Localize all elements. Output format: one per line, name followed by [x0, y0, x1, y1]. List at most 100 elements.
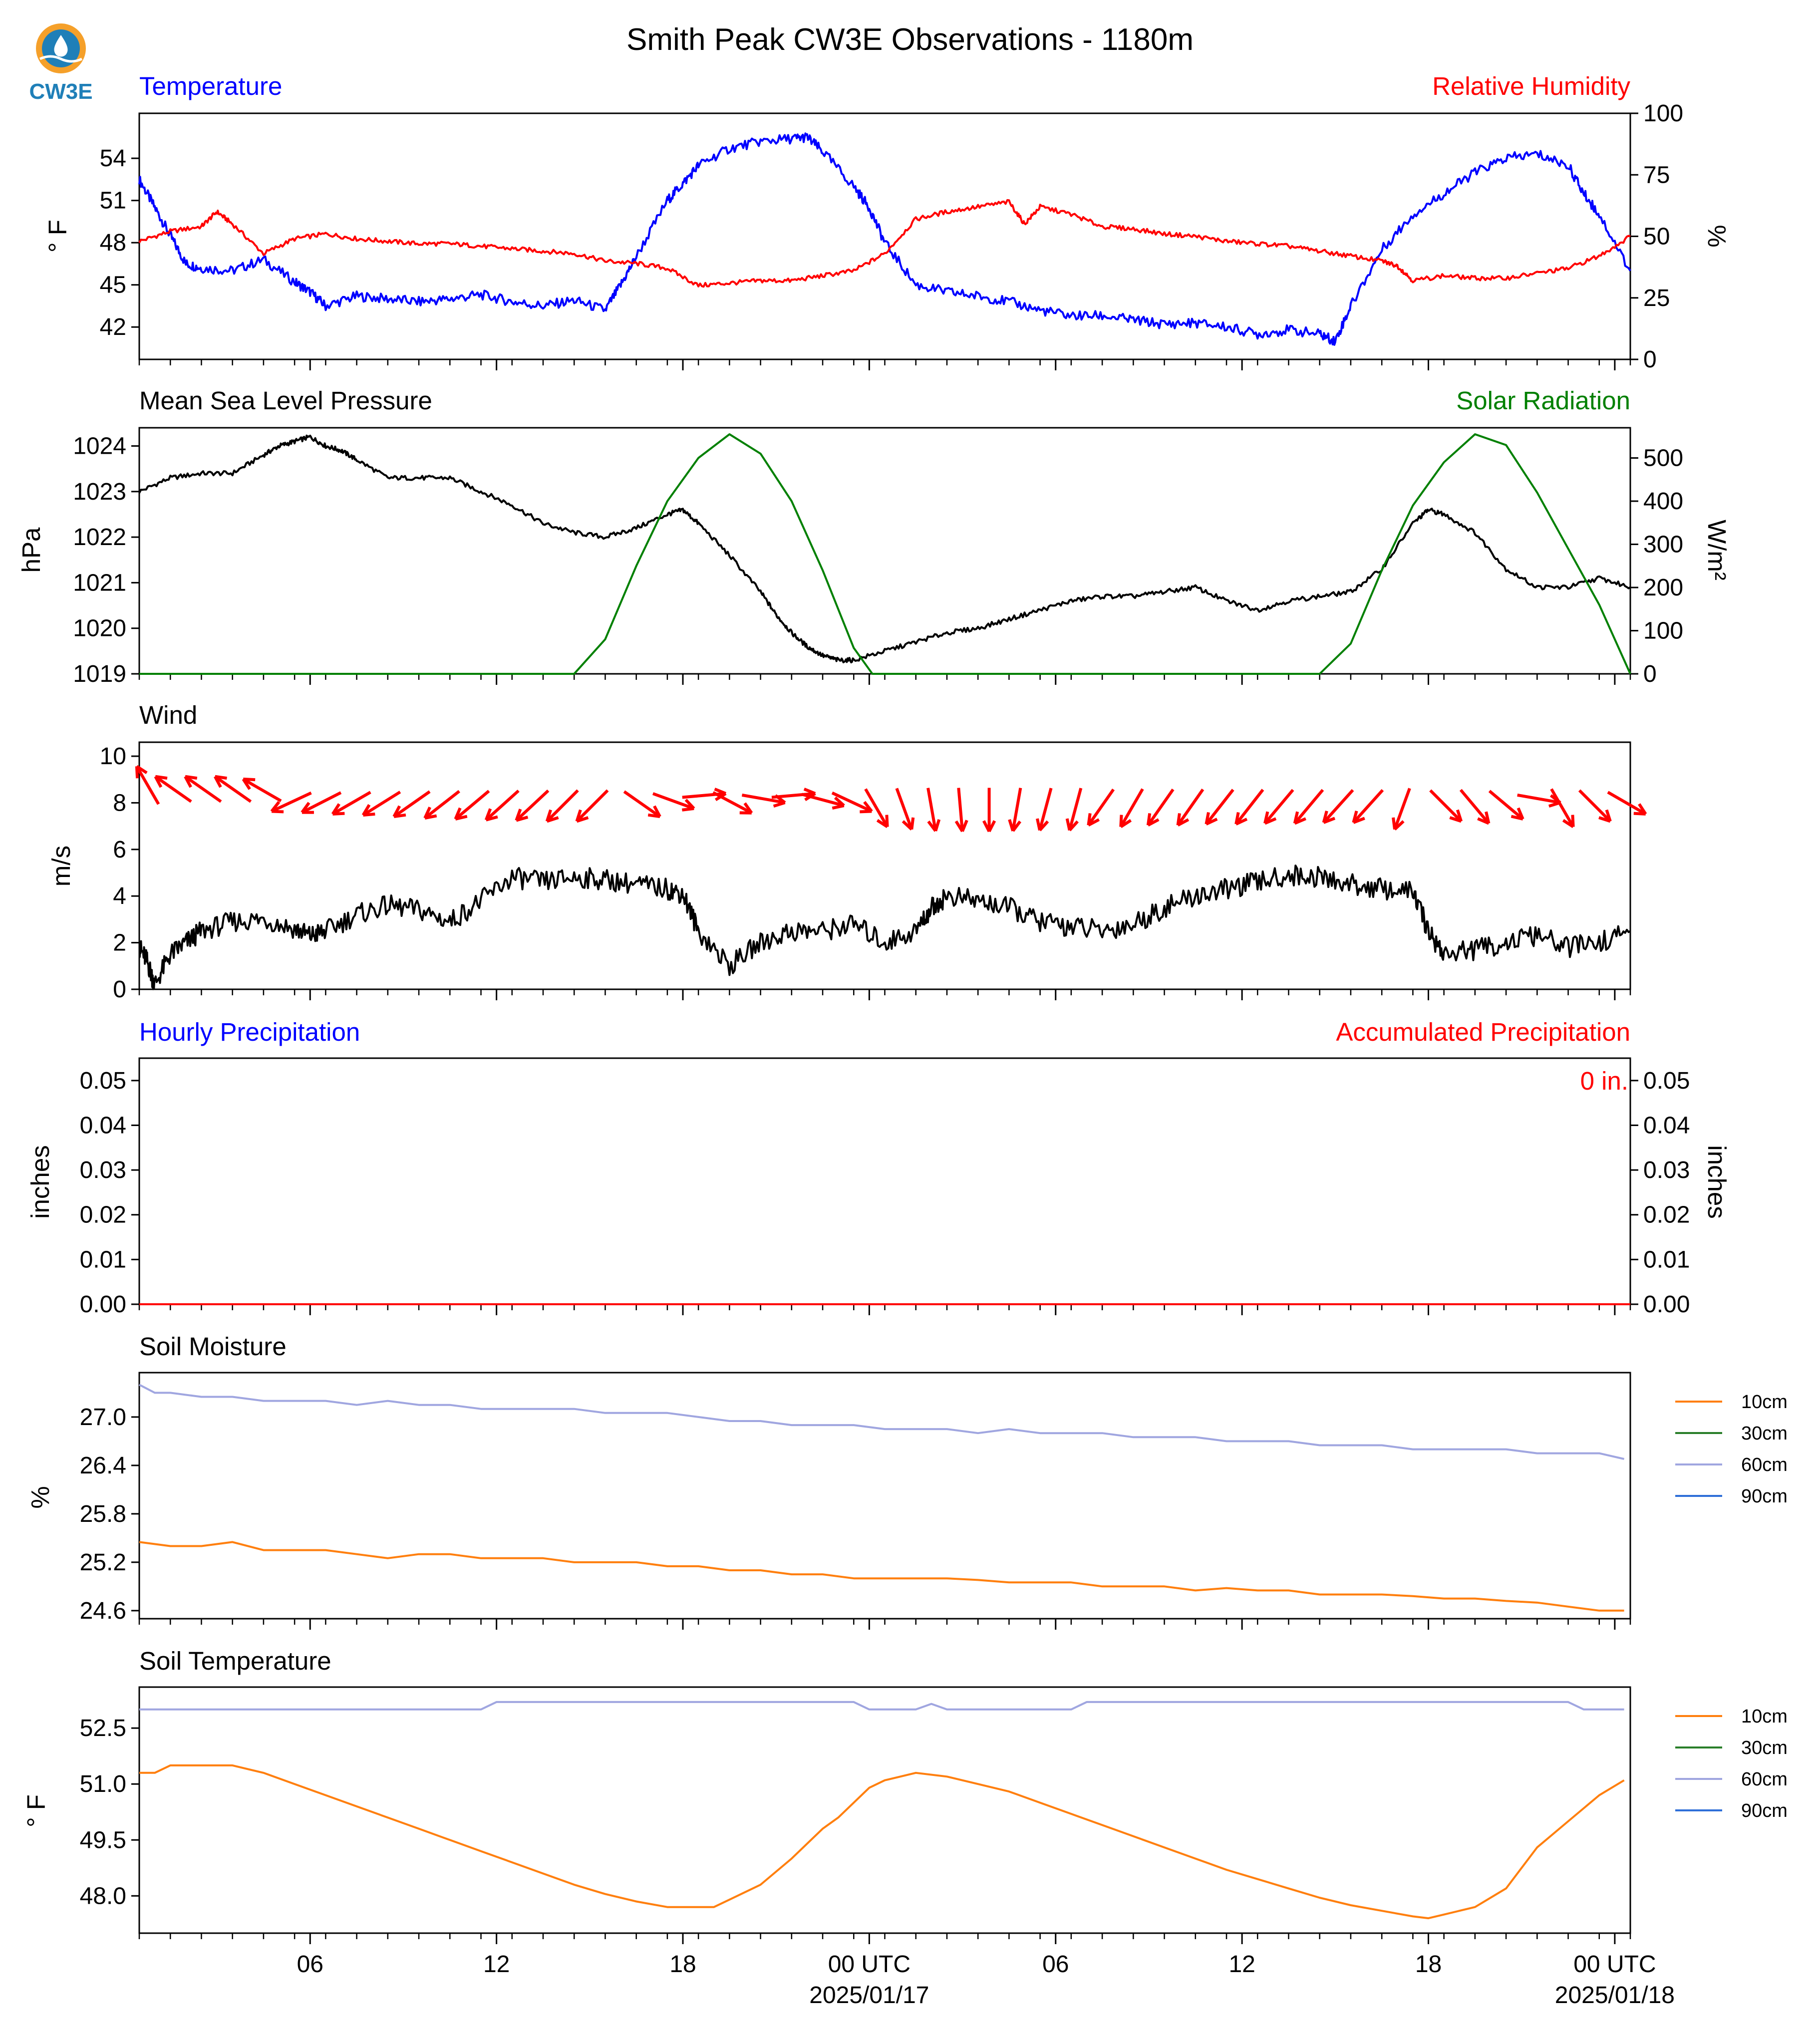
solar-radiation-series-line	[139, 433, 1631, 675]
y-tick-label-left: 4	[113, 883, 126, 909]
wind-arrowhead	[154, 775, 168, 788]
wind-arrow	[362, 791, 401, 817]
x-tick-label: 06	[297, 1951, 323, 1978]
legend-label-90cm: 90cm	[1741, 1486, 1788, 1507]
wind-arrowhead	[1205, 812, 1218, 826]
y-tick-label-left: 0.01	[80, 1246, 126, 1273]
wind-arrowhead	[1562, 815, 1575, 829]
wind-arrowhead	[739, 802, 753, 815]
y-tick-label-left: 0.05	[80, 1068, 126, 1094]
y-tick-label-left: 25.8	[80, 1501, 126, 1527]
logo-text: CW3E	[29, 79, 92, 104]
wind-arrowhead	[1633, 803, 1647, 816]
wind-arrowhead	[184, 775, 198, 788]
x-date-label: 2025/01/18	[1555, 1982, 1675, 2009]
y-tick-label-right: 0.02	[1643, 1202, 1690, 1228]
y-tick-label-left: 2	[113, 930, 126, 956]
x-tick-label: 12	[1228, 1951, 1255, 1978]
x-tick-label: 00 UTC	[1573, 1951, 1656, 1978]
y-tick-label-left: 54	[100, 145, 126, 172]
legend-label-10cm: 10cm	[1741, 1392, 1788, 1413]
wind-arrow	[1177, 788, 1205, 826]
wind-arrow	[301, 791, 342, 814]
legend-label-30cm: 30cm	[1741, 1738, 1788, 1758]
plot-panels: 4245485154025507510010191020102110221023…	[73, 100, 1788, 2009]
wind-arrowhead	[484, 808, 498, 822]
wind-arrowhead	[454, 807, 468, 821]
mean-sea-level-pressure-series-line	[138, 434, 1631, 664]
wind-arrowhead	[982, 820, 996, 833]
wind-arrow	[424, 790, 460, 820]
y-tick-label-right: 0.05	[1643, 1068, 1690, 1094]
wind-arrowhead	[135, 765, 148, 779]
wind-arrow	[184, 775, 222, 803]
wind-arrow	[1488, 790, 1524, 821]
y-tick-label-left: 1019	[73, 661, 126, 687]
logo-wave-icon	[39, 55, 83, 63]
precipitation-panel: 0.00 0.01 0.02 0.03 0.04 0.05 0.00 0.01 0.02 0.03…	[80, 1057, 1690, 1318]
y-tick-label-right: 100	[1643, 618, 1683, 644]
wind-arrow	[712, 791, 753, 815]
wind-arrow	[926, 788, 937, 832]
y-tick-label-left: 1020	[73, 615, 126, 642]
wind-arrow	[864, 788, 889, 828]
wind-arrow	[1550, 788, 1575, 828]
wind-arrow	[1293, 789, 1324, 825]
wind-arrow	[1263, 789, 1294, 825]
wind-arrowhead	[1449, 809, 1463, 823]
precip-ylabel-right: inches	[1703, 1145, 1731, 1218]
wind-arrowhead	[927, 819, 941, 832]
accum-precip-title: Accumulated Precipitation	[1336, 1018, 1630, 1046]
legend-label-60cm: 60cm	[1741, 1769, 1788, 1790]
soil-temperature-title: Soil Temperature	[139, 1647, 331, 1675]
y-tick-label-left: 24.6	[80, 1598, 126, 1624]
pressure_solar-panel: 1019 1020 1021 1022 1023 1024 0 100 200 300 400 500	[73, 427, 1683, 687]
wind-arrow	[1517, 793, 1561, 805]
wind-arrowhead	[242, 777, 256, 790]
y-tick-label-left: 8	[113, 790, 126, 816]
y-tick-label-right: 0.00	[1643, 1291, 1690, 1318]
wind-arrowhead	[647, 805, 661, 819]
y-tick-label-right: 400	[1643, 488, 1683, 515]
wind-arrow	[1459, 789, 1490, 825]
y-tick-label-left: 1021	[73, 570, 126, 596]
y-tick-label-right: 25	[1643, 285, 1670, 311]
wind-arrow	[331, 791, 371, 816]
pressure-title: Mean Sea Level Pressure	[139, 386, 432, 415]
soil-moisture-title: Soil Moisture	[139, 1332, 287, 1361]
wind-arrow	[771, 792, 816, 799]
y-tick-label-right: 75	[1643, 162, 1670, 188]
temperature_humidity-panel: 42 45 48 51 54 0 25 50 75 100	[100, 100, 1683, 373]
soil_moisture-frame	[138, 1372, 1631, 1620]
legend-label-30cm: 30cm	[1741, 1423, 1788, 1444]
wind-arrowhead	[361, 804, 375, 817]
temperature-ylabel: ° F	[43, 220, 72, 253]
wind-arrow	[1393, 788, 1411, 830]
wind-arrowhead	[954, 820, 968, 833]
wind-arrow	[801, 793, 845, 807]
humidity-title: Relative Humidity	[1432, 72, 1630, 100]
wind-arrow	[1578, 789, 1612, 823]
y-tick-label-left: 6	[113, 837, 126, 863]
temperature_humidity-frame	[138, 112, 1631, 360]
wind-arrowhead	[1392, 817, 1405, 831]
y-tick-label-right: 0	[1643, 346, 1657, 373]
y-tick-label-right: 0.04	[1643, 1112, 1690, 1139]
water-drop-icon	[54, 35, 68, 57]
wind-arrowhead	[860, 801, 873, 814]
wind-arrow	[1429, 789, 1463, 823]
y-tick-label-left: 1024	[73, 433, 126, 460]
soil_temperature-frame	[138, 1686, 1631, 1934]
wind-arrow	[214, 775, 252, 803]
wind-arrowhead	[301, 802, 314, 814]
y-tick-label-left: 0	[113, 976, 126, 1003]
wind-arrowhead	[1036, 818, 1049, 832]
y-tick-label-left: 42	[100, 314, 126, 340]
soil_temperature-panel: 48.0 49.5 51.0 52.5 10cm 30cm 60cm 90cm 06 12 18 00…	[80, 1686, 1788, 2009]
wind-ylabel: m/s	[47, 846, 75, 886]
wind-arrow	[154, 775, 192, 803]
wind-arrow	[1352, 789, 1384, 824]
wind-arrowhead	[515, 809, 529, 822]
cw3e-logo: CW3E	[29, 23, 93, 104]
humidity-ylabel: %	[1703, 225, 1731, 247]
